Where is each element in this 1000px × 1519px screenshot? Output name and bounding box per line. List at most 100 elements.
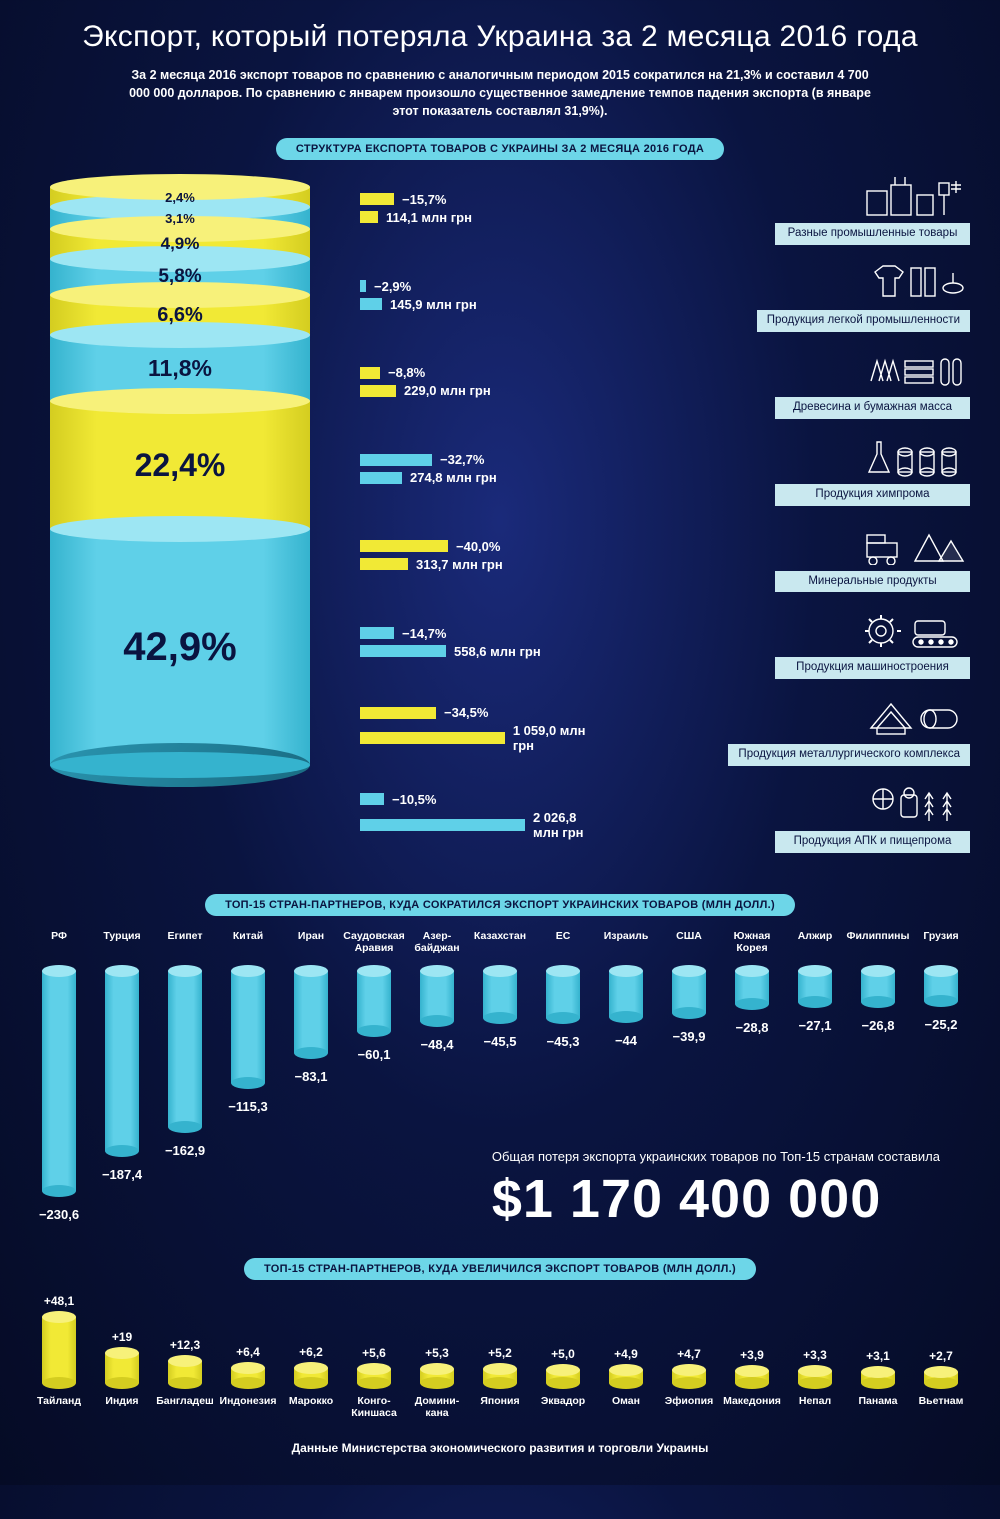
decrease-bar-item: Турция −187,4 xyxy=(93,930,151,1182)
decrease-bar-item: Саудовская Аравия −60,1 xyxy=(345,930,403,1062)
category-value: 1 059,0 млн грн xyxy=(513,723,600,753)
increase-bar-item: +48,1 Тайланд xyxy=(30,1294,88,1421)
decrease-bars: РФ −230,6 Турция −187,4 Египет −162,9 Ки… xyxy=(30,930,970,1240)
country-value: −45,5 xyxy=(484,1034,517,1049)
country-label: Филиппины xyxy=(847,930,910,962)
source-text: Данные Министерства экономического разви… xyxy=(30,1441,970,1455)
decrease-bar-item: Израиль −44 xyxy=(597,930,655,1048)
cylinder-percent: 5,8% xyxy=(158,266,201,288)
country-label: Бангладеш xyxy=(156,1395,214,1421)
country-label: Тайланд xyxy=(37,1395,81,1421)
food-icon xyxy=(860,782,970,828)
category-delta-bar xyxy=(360,793,384,805)
category-delta: −8,8% xyxy=(388,365,425,380)
country-value: −26,8 xyxy=(862,1018,895,1033)
category-value-bar xyxy=(360,298,382,310)
cylinder-slice: 42,9% xyxy=(50,529,310,765)
country-value: +5,6 xyxy=(362,1346,386,1360)
category-value-bar xyxy=(360,385,396,397)
category-label: Продукция машиностроения xyxy=(775,657,970,679)
increase-bar-item: +12,3 Бангладеш xyxy=(156,1338,214,1421)
country-value: +48,1 xyxy=(44,1294,74,1308)
increase-bar-item: +5,3 Домини-кана xyxy=(408,1346,466,1421)
country-value: −230,6 xyxy=(39,1207,79,1222)
cylinder-percent: 2,4% xyxy=(165,190,195,205)
country-value: +6,2 xyxy=(299,1345,323,1359)
country-label: Азер-байджан xyxy=(408,930,466,962)
decrease-bar-item: Казахстан −45,5 xyxy=(471,930,529,1049)
country-label: Иран xyxy=(298,930,324,962)
category-label: Разные промышленные товары xyxy=(775,223,970,245)
category-value: 313,7 млн грн xyxy=(416,557,503,572)
structure-section: 2,4% 3,1% 4,9% 5,8% 6,6% 11,8% 22,4% 42 xyxy=(30,174,970,868)
decrease-bar-item: Алжир −27,1 xyxy=(786,930,844,1033)
country-label: Казахстан xyxy=(474,930,526,962)
category-value-bar xyxy=(360,732,505,744)
country-label: Турция xyxy=(103,930,140,962)
country-label: ЕС xyxy=(556,930,571,962)
increase-bar-item: +2,7 Вьетнам xyxy=(912,1349,970,1421)
category-value-bar xyxy=(360,819,525,831)
decrease-bar-item: ЕС −45,3 xyxy=(534,930,592,1049)
decrease-bar-item: Иран −83,1 xyxy=(282,930,340,1084)
country-value: +2,7 xyxy=(929,1349,953,1363)
country-value: −25,2 xyxy=(925,1017,958,1032)
category-delta: −15,7% xyxy=(402,192,446,207)
country-label: Египет xyxy=(167,930,202,962)
category-label: Продукция химпрома xyxy=(775,484,970,506)
decrease-bar-item: Азер-байджан −48,4 xyxy=(408,930,466,1052)
cylinder-percent: 11,8% xyxy=(148,355,212,382)
country-label: США xyxy=(676,930,702,962)
country-label: Индонезия xyxy=(220,1395,277,1421)
country-value: +4,9 xyxy=(614,1347,638,1361)
country-value: −48,4 xyxy=(421,1037,454,1052)
category-row: −34,5% 1 059,0 млн грн Продукция металлу… xyxy=(360,695,970,766)
category-delta-bar xyxy=(360,193,394,205)
country-value: +3,3 xyxy=(803,1348,827,1362)
category-delta: −34,5% xyxy=(444,705,488,720)
country-label: Непал xyxy=(799,1395,831,1421)
categories-list: −15,7% 114,1 млн грн Разные промышленные… xyxy=(360,174,970,868)
increase-bar-item: +3,3 Непал xyxy=(786,1348,844,1421)
category-delta-bar xyxy=(360,280,366,292)
country-value: −28,8 xyxy=(736,1020,769,1035)
category-value-bar xyxy=(360,211,378,223)
cylinder-slice: 22,4% xyxy=(50,401,310,529)
country-value: +12,3 xyxy=(170,1338,200,1352)
page-subtitle: За 2 месяца 2016 экспорт товаров по срав… xyxy=(120,66,880,120)
structure-cylinder: 2,4% 3,1% 4,9% 5,8% 6,6% 11,8% 22,4% 42 xyxy=(50,174,310,787)
country-label: Израиль xyxy=(604,930,649,962)
category-label: Продукция АПК и пищепрома xyxy=(775,831,970,853)
country-label: Панама xyxy=(858,1395,897,1421)
industry-icon xyxy=(860,174,970,220)
increase-bar-item: +5,6 Конго-Киншаса xyxy=(345,1346,403,1421)
country-label: Китай xyxy=(233,930,263,962)
increase-bar-item: +6,2 Марокко xyxy=(282,1345,340,1421)
country-value: +3,9 xyxy=(740,1348,764,1362)
category-value: 229,0 млн грн xyxy=(404,383,491,398)
country-label: Грузия xyxy=(923,930,958,962)
category-delta: −40,0% xyxy=(456,539,500,554)
country-value: +5,2 xyxy=(488,1346,512,1360)
cylinder-percent: 6,6% xyxy=(157,304,203,327)
increase-bars: +48,1 Тайланд +19 Индия +12,3 xyxy=(30,1294,970,1421)
chem-icon xyxy=(860,435,970,481)
country-value: −83,1 xyxy=(295,1069,328,1084)
increase-banner: ТОП-15 СТРАН-ПАРТНЕРОВ, КУДА УВЕЛИЧИЛСЯ … xyxy=(244,1258,756,1280)
clothes-icon xyxy=(860,261,970,307)
increase-bar-item: +5,0 Эквадор xyxy=(534,1347,592,1421)
decrease-bar-item: Филиппины −26,8 xyxy=(849,930,907,1033)
page-title: Экспорт, который потеряла Украина за 2 м… xyxy=(30,20,970,54)
country-label: Марокко xyxy=(289,1395,333,1421)
country-value: +6,4 xyxy=(236,1345,260,1359)
country-value: +3,1 xyxy=(866,1349,890,1363)
country-label: Эфиопия xyxy=(665,1395,713,1421)
country-label: Вьетнам xyxy=(919,1395,964,1421)
decrease-bar-item: Южная Корея −28,8 xyxy=(723,930,781,1035)
category-delta-bar xyxy=(360,367,380,379)
country-value: −27,1 xyxy=(799,1018,832,1033)
country-value: −162,9 xyxy=(165,1143,205,1158)
country-label: Эквадор xyxy=(541,1395,585,1421)
increase-bar-item: +6,4 Индонезия xyxy=(219,1345,277,1421)
decrease-banner: ТОП-15 СТРАН-ПАРТНЕРОВ, КУДА СОКРАТИЛСЯ … xyxy=(205,894,795,916)
